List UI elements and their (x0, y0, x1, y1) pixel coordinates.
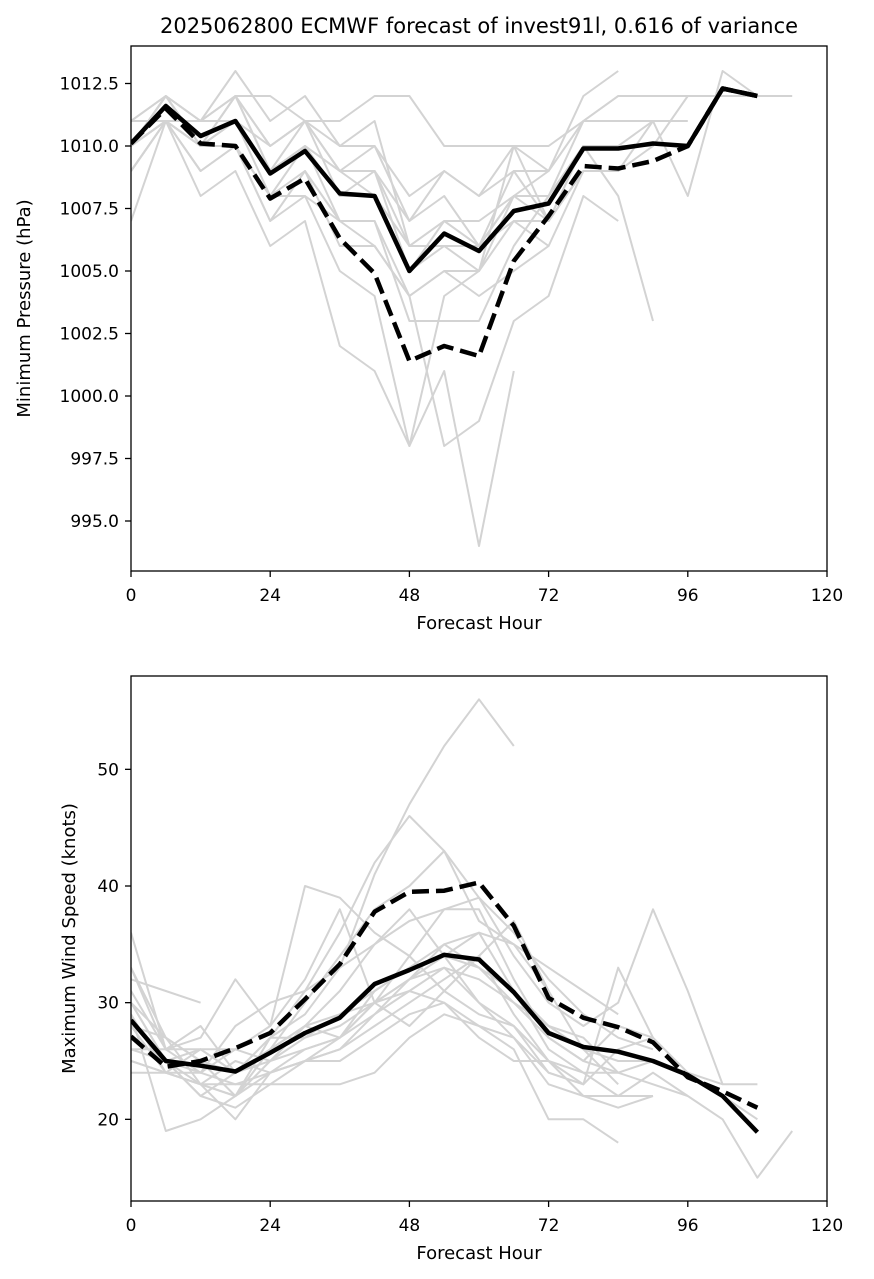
pressure-x-tick-label: 120 (811, 586, 843, 606)
wind-x-tick-label: 24 (259, 1216, 281, 1236)
wind-x-tick-label: 120 (811, 1216, 843, 1236)
pressure-y-tick-label: 1005.0 (60, 262, 119, 282)
pressure-solid-line (131, 86, 758, 274)
wind-series-group (131, 698, 794, 1179)
wind-axes-frame (130, 675, 828, 1202)
pressure-y-tick-label: 997.5 (70, 450, 119, 470)
pressure-dashed-line (131, 86, 758, 364)
wind-solid-line (131, 952, 760, 1134)
wind-member-line-4 (131, 931, 794, 1179)
pressure-y-tick-label: 995.0 (70, 512, 119, 532)
pressure-x-tick-label: 48 (399, 586, 421, 606)
pressure-member-line-1 (131, 70, 619, 247)
wind-x-axis-label: Forecast Hour (416, 1243, 542, 1264)
pressure-x-tick-label: 96 (677, 586, 699, 606)
wind-y-tick-label: 40 (97, 877, 119, 897)
wind-y-tick-label: 50 (97, 760, 119, 780)
wind-dashed-line (131, 880, 759, 1110)
pressure-member-line-12 (131, 95, 688, 197)
pressure-panel: 0 24 48 72 96 120 995.0 997.5 1000.0 1002.5 1005.0… (14, 45, 843, 634)
pressure-axes-frame (130, 45, 828, 572)
pressure-x-tick-label: 24 (259, 586, 281, 606)
wind-member-line-1 (131, 698, 515, 1074)
pressure-x-tick-label: 72 (538, 586, 560, 606)
wind-member-line-15 (131, 1001, 619, 1144)
chart-title: 2025062800 ECMWF forecast of invest91l, … (160, 14, 798, 38)
pressure-series-group (131, 70, 793, 547)
wind-x-tick-label: 48 (399, 1216, 421, 1236)
wind-y-tick-label: 20 (97, 1110, 119, 1130)
pressure-y-tick-label: 1000.0 (60, 387, 119, 407)
pressure-y-tick-label: 1012.5 (60, 75, 119, 95)
wind-y-axis-label: Maximum Wind Speed (knots) (59, 803, 80, 1074)
pressure-x-tick-label: 0 (126, 586, 137, 606)
wind-x-tick-label: 96 (677, 1216, 699, 1236)
wind-panel: 0 24 48 72 96 120 20 30 40 50 Forecast Hour Maximum… (59, 675, 843, 1264)
wind-x-tick-label: 0 (126, 1216, 137, 1236)
pressure-member-line-4 (131, 120, 515, 547)
wind-member-line-5 (131, 815, 654, 1132)
wind-member-line-17 (131, 908, 550, 1051)
wind-member-line-14 (131, 885, 654, 1086)
wind-member-line-6 (131, 896, 724, 1085)
pressure-y-tick-label: 1002.5 (60, 325, 119, 345)
pressure-x-axis-label: Forecast Hour (416, 613, 542, 634)
pressure-y-axis-label: Minimum Pressure (hPa) (14, 199, 35, 417)
pressure-member-line-15 (131, 120, 550, 297)
wind-y-tick-label: 30 (97, 994, 119, 1014)
pressure-member-line-11 (131, 95, 585, 247)
wind-member-line-8 (131, 978, 201, 1004)
pressure-y-tick-label: 1010.0 (60, 137, 119, 157)
pressure-y-tick-label: 1007.5 (60, 200, 119, 220)
wind-member-line-19 (131, 931, 619, 1074)
wind-x-tick-label: 72 (538, 1216, 560, 1236)
